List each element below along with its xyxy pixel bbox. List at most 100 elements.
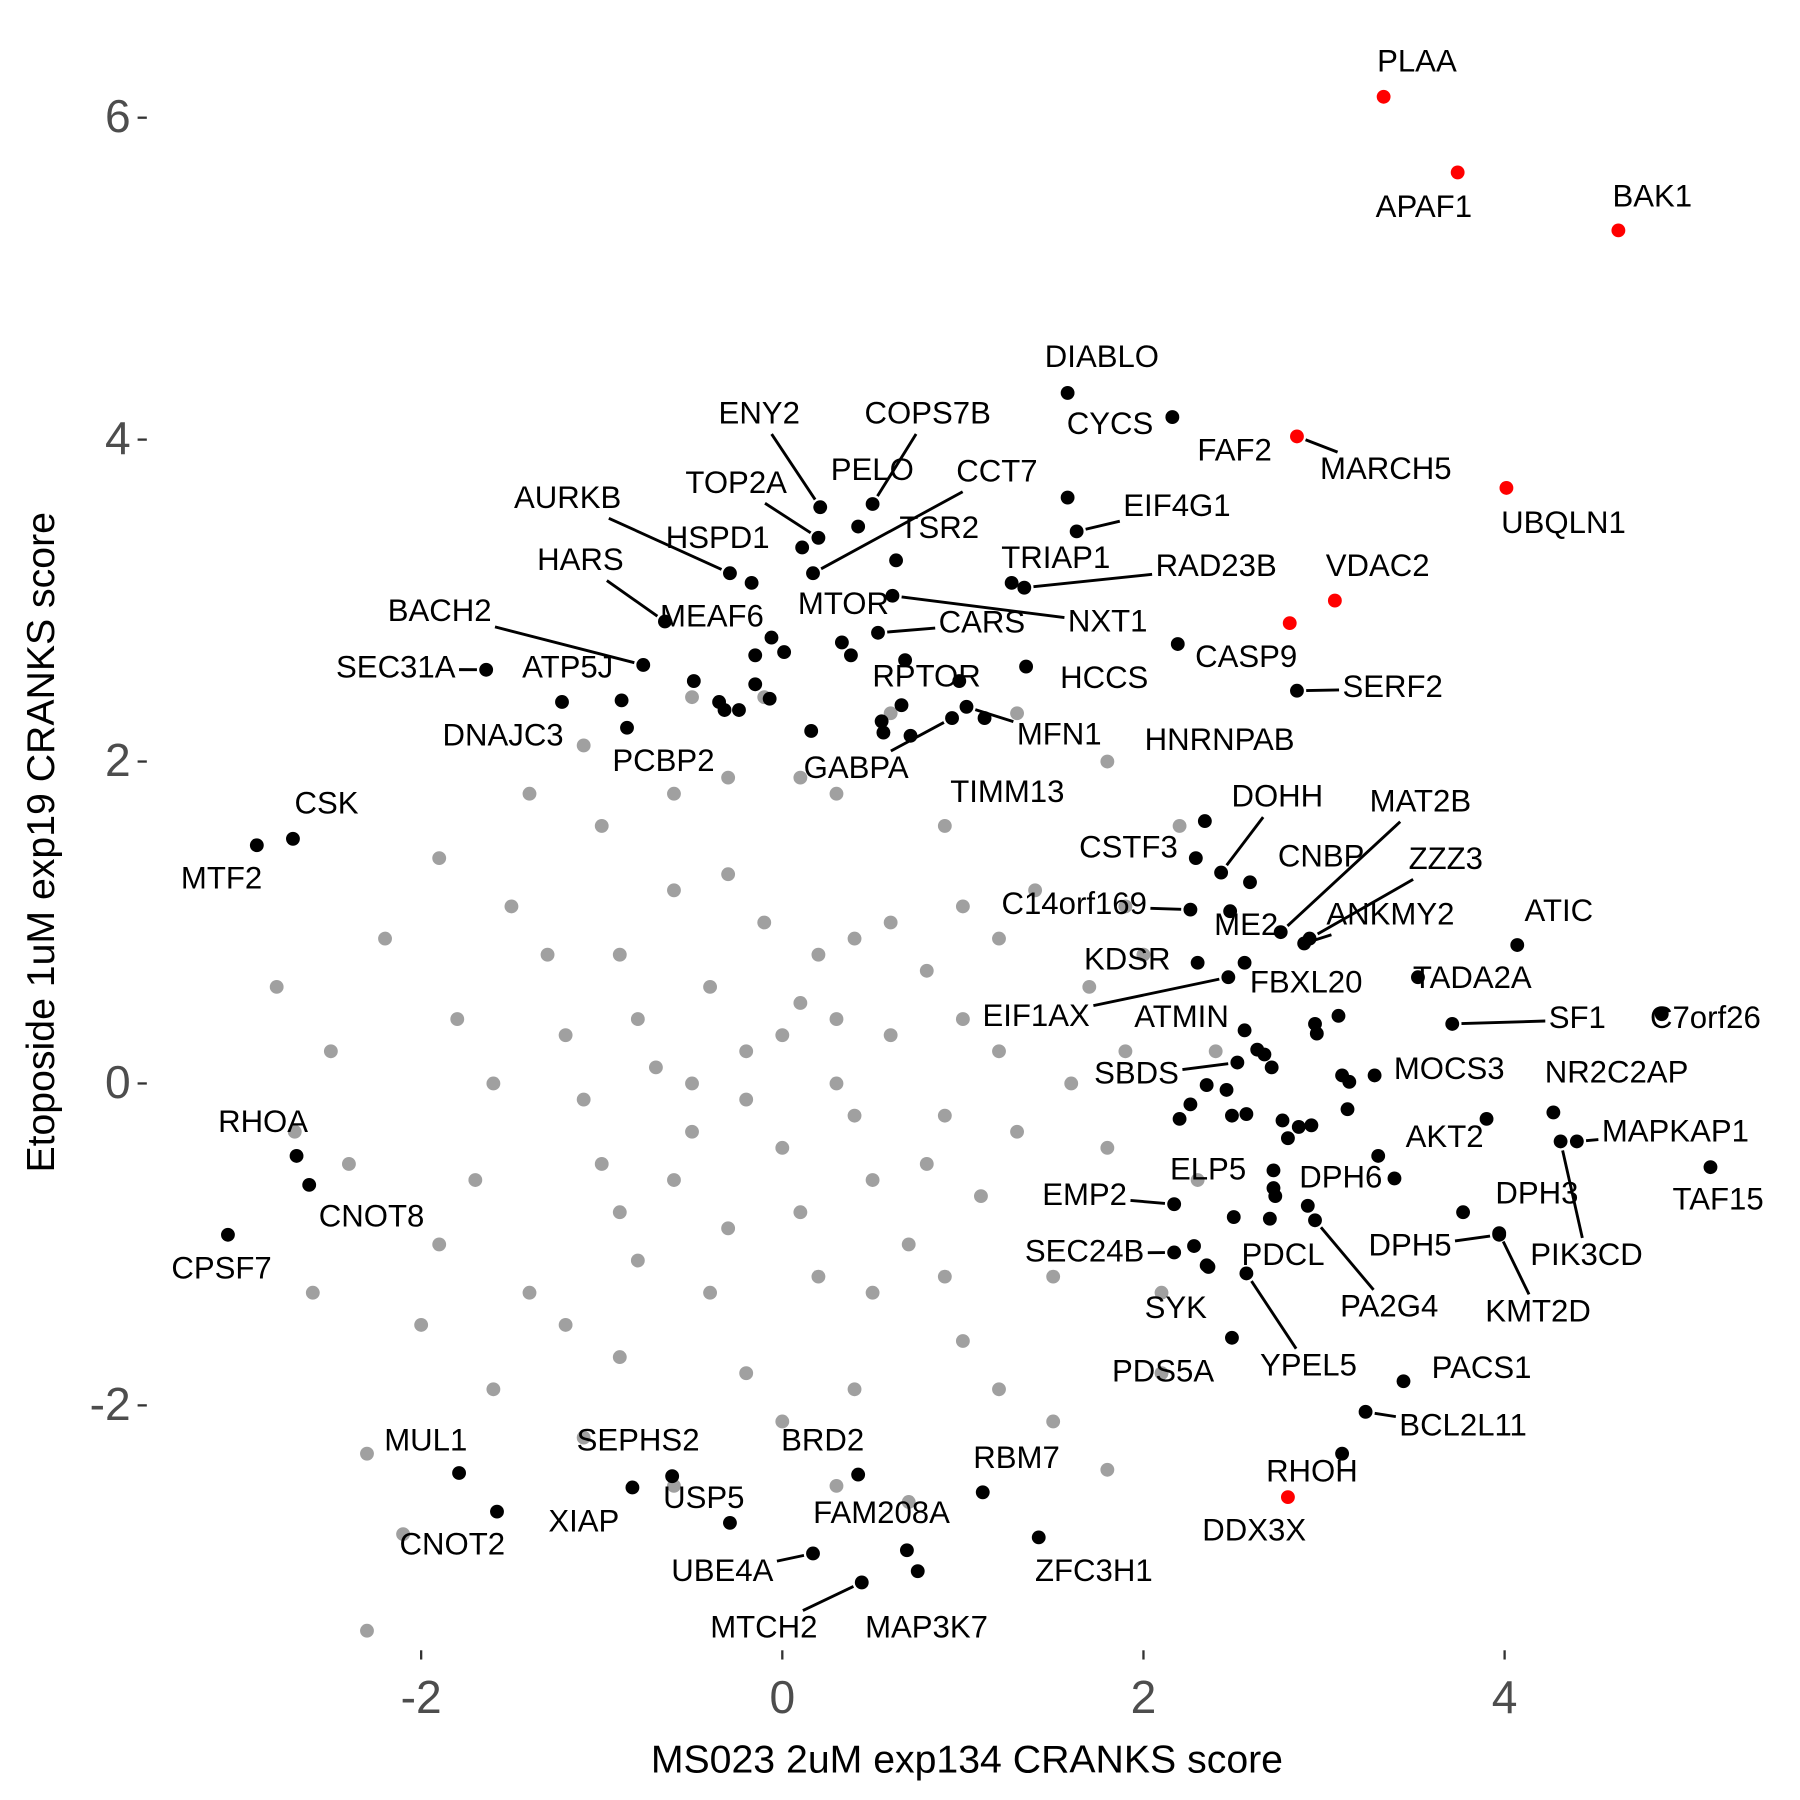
point: [883, 915, 898, 930]
labeled-point: [1060, 386, 1075, 400]
point-label: ATP5J: [522, 649, 613, 684]
point: [703, 1285, 717, 1300]
point: [732, 703, 746, 717]
labeled-point: [289, 1148, 304, 1163]
labeled-point: [1335, 1446, 1350, 1461]
point: [360, 1446, 374, 1461]
x-tick-label: 0: [769, 1671, 795, 1723]
point-label: UBE4A: [671, 1553, 773, 1588]
labeled-point: [851, 519, 866, 534]
point: [685, 1124, 699, 1139]
point-label: CARS: [939, 604, 1026, 639]
point-label: DDX3X: [1202, 1513, 1306, 1548]
point: [1082, 979, 1097, 994]
point-label: SEPHS2: [577, 1423, 700, 1458]
x-tick-label: -2: [401, 1671, 442, 1723]
point-label: DPH3: [1495, 1176, 1578, 1211]
point: [630, 1253, 645, 1268]
point: [540, 947, 555, 962]
point-label: MTCH2: [710, 1609, 817, 1644]
point-label: BAK1: [1612, 179, 1692, 214]
labeled-point: [636, 658, 651, 672]
point-label: CCT7: [956, 453, 1037, 488]
leader-line: [1501, 1240, 1531, 1296]
point-label: MAPKAP1: [1602, 1113, 1749, 1148]
point: [685, 1076, 699, 1091]
point: [919, 1157, 934, 1171]
point: [1100, 754, 1115, 769]
point-label: ELP5: [1170, 1151, 1246, 1186]
leader-line: [1093, 977, 1220, 1008]
labeled-point: [1167, 1245, 1182, 1260]
point-label: ATIC: [1525, 893, 1594, 928]
point: [1199, 1078, 1214, 1092]
labeled-point: [1243, 875, 1257, 890]
labeled-point: [1327, 593, 1342, 608]
labeled-point: [1411, 970, 1425, 985]
point-label: BACH2: [388, 593, 492, 628]
point: [829, 1012, 844, 1026]
labeled-point: [1004, 575, 1019, 590]
point: [1154, 1366, 1169, 1381]
labeled-point: [1214, 865, 1229, 880]
labeled-point: [490, 1504, 504, 1519]
point: [847, 1382, 862, 1397]
point: [703, 979, 717, 994]
labeled-point: [1546, 1105, 1561, 1120]
point: [992, 931, 1006, 946]
point: [1100, 1140, 1115, 1155]
point: [468, 1173, 483, 1187]
point: [748, 648, 763, 663]
leader-line: [1312, 933, 1332, 943]
labeled-point: [1031, 1530, 1046, 1545]
labeled-point: [1183, 902, 1198, 917]
point: [1190, 1173, 1205, 1187]
point-label: PA2G4: [1340, 1289, 1438, 1324]
point: [612, 1205, 627, 1220]
point-label: PDCL: [1242, 1237, 1325, 1272]
point-label: PLAA: [1377, 44, 1457, 79]
point-label: DPH6: [1299, 1159, 1382, 1194]
leader-line: [1182, 1062, 1229, 1071]
point: [883, 1028, 898, 1043]
labeled-point: [1019, 659, 1034, 674]
leader-line: [890, 721, 945, 753]
point-label: UBQLN1: [1501, 505, 1626, 540]
point: [576, 1092, 591, 1107]
labeled-point: [1371, 1148, 1386, 1163]
labeled-point: [1492, 1226, 1507, 1241]
point-label: MTF2: [181, 861, 262, 896]
point: [974, 1189, 988, 1204]
point: [847, 931, 862, 946]
point: [898, 653, 913, 668]
point: [396, 1527, 411, 1542]
point: [865, 1173, 880, 1187]
leader-line: [802, 1585, 855, 1612]
labeled-point: [811, 530, 826, 545]
point: [342, 1157, 356, 1171]
point: [594, 819, 609, 833]
labeled-point: [945, 711, 959, 726]
point: [1187, 1239, 1201, 1253]
labeled-point: [894, 698, 909, 713]
labeled-point: [1300, 1198, 1315, 1213]
y-tick-label: 0: [105, 1056, 131, 1108]
point-label: CASP9: [1195, 639, 1297, 674]
point-label: RPTOR: [872, 659, 980, 694]
labeled-point: [1237, 955, 1252, 970]
point-label: ZFC3H1: [1035, 1553, 1153, 1588]
point: [1342, 1074, 1357, 1089]
point-label: AURKB: [514, 480, 621, 515]
point: [1281, 1131, 1295, 1146]
point-label: SF1: [1549, 1000, 1606, 1035]
labeled-point: [1188, 851, 1203, 866]
point: [829, 1076, 844, 1091]
point: [1046, 1269, 1061, 1284]
point-label: USP5: [663, 1480, 744, 1515]
point: [1183, 1097, 1198, 1112]
point-label: PCBP2: [612, 743, 714, 778]
labeled-point: [1308, 1213, 1322, 1228]
point: [1046, 1414, 1061, 1429]
x-tick-label: 2: [1131, 1671, 1157, 1723]
labeled-point: [620, 720, 634, 735]
